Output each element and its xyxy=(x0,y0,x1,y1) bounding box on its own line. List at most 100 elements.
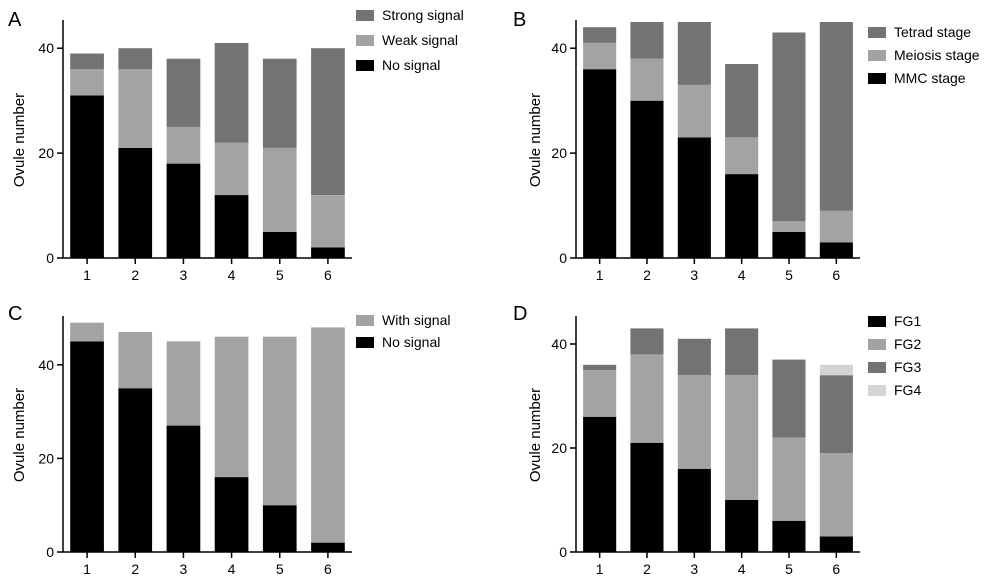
bar-segment-5-no-signal xyxy=(262,231,297,258)
bar-segment-1-strong-signal xyxy=(70,53,104,70)
legend-swatch xyxy=(868,27,886,38)
panel-a: A Ovule number 0 20 40 1 2 3 4 5 6 Strong signal Wea… xyxy=(8,7,464,283)
y-axis-title: Ovule number xyxy=(11,93,28,187)
bar-segment-5-mmc-stage xyxy=(772,231,806,258)
panel-letter: A xyxy=(8,9,22,31)
legend-label: With signal xyxy=(382,312,450,328)
x-tick-label: 3 xyxy=(690,267,698,283)
bar-segment-2-meiosis-stage xyxy=(630,58,664,101)
y-tick-label: 20 xyxy=(551,440,567,456)
bar-segment-6-no-signal xyxy=(311,542,345,552)
y-tick-label: 40 xyxy=(38,40,54,56)
legend-label: Meiosis stage xyxy=(894,47,980,63)
legend-label: FG2 xyxy=(894,336,921,352)
x-tick-label: 2 xyxy=(131,561,139,577)
panel-c: C Ovule number 0 20 40 1 2 3 4 5 6 With signal No si… xyxy=(8,303,450,577)
bar-segment-6-fg3 xyxy=(819,375,853,454)
bar-segment-4-meiosis-stage xyxy=(725,137,759,175)
x-tick-label: 1 xyxy=(596,267,604,283)
x-tick-label: 4 xyxy=(738,561,746,577)
legend-label: FG3 xyxy=(894,359,921,375)
y-axis-title: Ovule number xyxy=(527,388,544,482)
bar-segment-4-mmc-stage xyxy=(725,174,759,258)
bar-segment-5-no-signal xyxy=(262,505,297,552)
bar-segment-3-fg2 xyxy=(677,375,711,469)
legend-label: FG1 xyxy=(894,313,921,329)
bar-segment-2-fg1 xyxy=(630,442,664,552)
bar-segment-3-fg1 xyxy=(677,468,711,552)
x-tick-label: 3 xyxy=(180,267,188,283)
legend-swatch xyxy=(356,35,374,46)
x-tick-label: 6 xyxy=(832,267,840,283)
bar-segment-4-tetrad-stage xyxy=(725,64,759,138)
bar-segment-5-tetrad-stage xyxy=(772,32,806,222)
x-tick-label: 6 xyxy=(324,561,332,577)
bar-segment-4-with-signal xyxy=(214,336,249,478)
x-tick-label: 2 xyxy=(643,267,651,283)
bar-segment-4-strong-signal xyxy=(214,43,249,143)
x-tick-label: 2 xyxy=(131,267,139,283)
panel-letter: D xyxy=(513,303,527,325)
bar-segment-3-tetrad-stage xyxy=(677,22,711,85)
bar-segment-1-meiosis-stage xyxy=(583,43,617,70)
bar-segment-5-with-signal xyxy=(262,336,297,506)
legend-label: No signal xyxy=(382,334,440,350)
x-tick-label: 4 xyxy=(228,561,236,577)
legend-label: Strong signal xyxy=(382,7,464,23)
bar-segment-3-strong-signal xyxy=(166,58,201,127)
bar-segment-3-no-signal xyxy=(166,163,201,258)
legend-label: MMC stage xyxy=(894,70,966,86)
y-tick-label: 40 xyxy=(551,40,567,56)
legend-swatch xyxy=(356,60,374,71)
bar-segment-3-with-signal xyxy=(166,341,201,426)
bar-segment-1-fg2 xyxy=(583,370,617,417)
bar-segment-4-fg3 xyxy=(725,328,759,376)
y-tick-label: 0 xyxy=(559,250,567,266)
bar-segment-1-mmc-stage xyxy=(583,69,617,258)
bar-segment-2-no-signal xyxy=(118,147,153,258)
y-tick-label: 0 xyxy=(46,250,54,266)
legend-label: Weak signal xyxy=(382,32,458,48)
bar-segment-1-no-signal xyxy=(70,95,104,259)
y-tick-label: 20 xyxy=(38,450,54,466)
bar-segment-6-tetrad-stage xyxy=(819,22,853,211)
bar-segment-5-fg3 xyxy=(772,359,806,438)
bar-segment-6-weak-signal xyxy=(311,195,345,248)
x-tick-label: 2 xyxy=(643,561,651,577)
bar-segment-3-mmc-stage xyxy=(677,137,711,258)
y-tick-label: 40 xyxy=(38,357,54,373)
legend-swatch xyxy=(868,50,886,61)
bar-segment-2-mmc-stage xyxy=(630,100,664,258)
bar-segment-2-tetrad-stage xyxy=(630,22,664,59)
legend-label: No signal xyxy=(382,57,440,73)
bar-segment-1-fg1 xyxy=(583,416,617,552)
x-tick-label: 3 xyxy=(690,561,698,577)
x-tick-label: 5 xyxy=(785,561,793,577)
bar-segment-5-strong-signal xyxy=(262,58,297,148)
bar-segment-4-fg2 xyxy=(725,375,759,500)
legend-label: Tetrad stage xyxy=(894,24,971,40)
x-tick-label: 1 xyxy=(596,561,604,577)
bar-segment-6-no-signal xyxy=(311,247,345,258)
bar-segment-2-with-signal xyxy=(118,332,153,389)
bar-segment-6-strong-signal xyxy=(311,48,345,196)
x-tick-label: 5 xyxy=(785,267,793,283)
legend-swatch xyxy=(868,339,886,350)
bar-segment-1-no-signal xyxy=(70,341,104,552)
panel-letter: C xyxy=(8,303,22,325)
legend-swatch xyxy=(356,315,374,326)
bar-segment-5-fg2 xyxy=(772,437,806,521)
bar-segment-3-no-signal xyxy=(166,425,201,552)
x-tick-label: 4 xyxy=(228,267,236,283)
bar-segment-2-no-signal xyxy=(118,388,153,552)
bar-segment-1-weak-signal xyxy=(70,69,104,96)
bar-segment-6-fg4 xyxy=(819,364,853,376)
bar-segment-2-weak-signal xyxy=(118,69,153,148)
bar-segment-1-with-signal xyxy=(70,322,104,342)
bar-segment-3-weak-signal xyxy=(166,126,201,164)
x-tick-label: 4 xyxy=(738,267,746,283)
legend-swatch xyxy=(868,316,886,327)
bar-segment-3-fg3 xyxy=(677,338,711,376)
bar-segment-1-tetrad-stage xyxy=(583,27,617,43)
x-tick-label: 1 xyxy=(83,267,91,283)
